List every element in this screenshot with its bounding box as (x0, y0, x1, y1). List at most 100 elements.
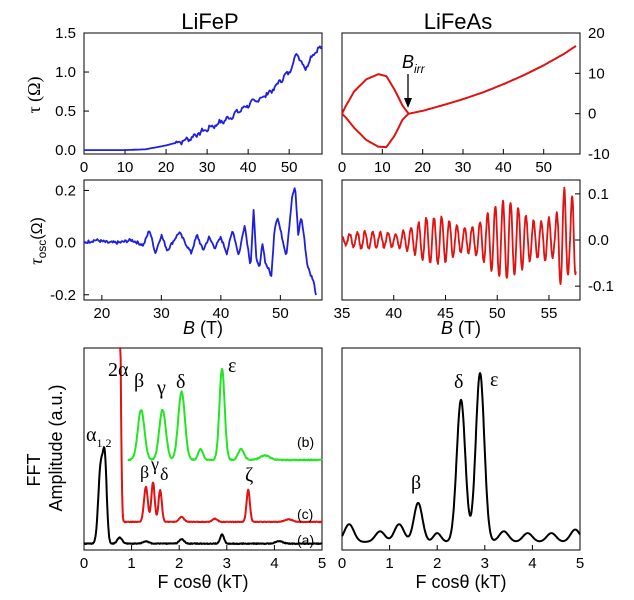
br-x-tick-label: 3 (481, 555, 489, 572)
peak-label-b-delta: δ (176, 371, 185, 393)
fft-lifep-series-1 (119, 347, 323, 524)
xlabel-b-left-unit: (T) (200, 318, 223, 338)
lifep-torque-line (84, 45, 323, 151)
ylabel-tau-sub: osc (35, 240, 49, 259)
panel-top-left-frame (83, 32, 323, 155)
series-label-c: (c) (297, 506, 313, 522)
xlabel-bottom-right: F cosθ (kT) (415, 572, 506, 592)
tick-marks: 0 10 20 30 40 500.00.51.01.50 10 20 30 40 50-10010… (50, 25, 614, 572)
tl-y-tick-label: 1.5 (55, 25, 76, 42)
xlabel-b-right: B (441, 318, 453, 338)
xlabel-middle-left: B (T) (183, 318, 223, 338)
annotation-birr: Birr (402, 52, 426, 76)
tl-x-tick-label: 0 (80, 159, 88, 176)
mr-y-tick-label: 0.1 (588, 186, 609, 203)
tl-y-tick-label: 1.0 (55, 64, 76, 81)
fft-lifeas-line (341, 372, 581, 543)
mr-y-tick-label: -0.1 (588, 278, 614, 295)
mr-y-tick-label: 0.0 (588, 232, 609, 249)
mr-x-tick-label: 40 (385, 305, 402, 322)
tr-y-tick-label: 20 (588, 25, 605, 42)
xlabel-middle-right: B (T) (441, 318, 481, 338)
tr-x-tick-label: 30 (455, 159, 472, 176)
tr-x-tick-label: 0 (338, 159, 346, 176)
peak-label-alpha12: α1,2 (86, 424, 111, 450)
bl-x-tick-label: 5 (318, 555, 326, 572)
lifeas-torque-line-1 (341, 112, 410, 149)
series-label-b: (b) (297, 434, 314, 450)
panel-bottom-left-frame (83, 347, 323, 551)
peak-label-c-zeta: ζ (245, 464, 253, 486)
br-x-tick-label: 0 (338, 555, 346, 572)
xlabel-b-right-unit: (T) (458, 318, 481, 338)
ylabel-tau: τ (26, 258, 46, 265)
annotation-birr-arrowhead (404, 98, 412, 108)
bl-x-tick-label: 2 (175, 555, 183, 572)
peak-label-b-gamma: γ (156, 377, 166, 399)
peak-label-b-eps: ε (228, 355, 236, 377)
tr-x-tick-label: 20 (414, 159, 431, 176)
br-x-tick-label: 4 (528, 555, 536, 572)
annotation-birr-sub: irr (414, 62, 426, 76)
tl-x-tick-label: 30 (199, 159, 216, 176)
br-x-tick-label: 1 (385, 555, 393, 572)
tr-x-tick-label: 40 (495, 159, 512, 176)
bl-x-tick-label: 0 (80, 555, 88, 572)
peak-label-alpha: α (86, 424, 97, 446)
peak-label-c-gamma: γ (150, 454, 159, 474)
br-x-tick-label: 2 (433, 555, 441, 572)
series-label-a: (a) (297, 532, 314, 548)
ml-y-tick-label: -0.2 (50, 287, 76, 304)
tl-x-tick-label: 20 (158, 159, 175, 176)
tl-y-tick-label: 0.0 (55, 142, 76, 159)
peak-label-alpha-sub: 1,2 (96, 436, 111, 450)
peak-label-r-beta: β (411, 472, 421, 494)
peak-label-c-delta: δ (160, 464, 168, 484)
annotation-birr-main: B (402, 52, 414, 72)
lifep-osc-line (83, 187, 317, 296)
mr-x-tick-label: 45 (437, 305, 454, 322)
mr-x-tick-label: 50 (489, 305, 506, 322)
peak-label-c-beta: β (140, 462, 149, 482)
ml-x-tick-label: 20 (94, 305, 111, 322)
bl-x-tick-label: 3 (223, 555, 231, 572)
peak-label-b-beta: β (134, 370, 144, 392)
tr-x-tick-label: 10 (374, 159, 391, 176)
tl-x-tick-label: 10 (117, 159, 134, 176)
br-x-tick-label: 5 (576, 555, 584, 572)
ml-x-tick-label: 50 (272, 305, 289, 322)
ylabel-top-left: τ (Ω) (24, 76, 45, 113)
ml-y-tick-label: 0.0 (55, 235, 76, 252)
tr-y-tick-label: 10 (588, 65, 605, 82)
xlabel-bottom-left: F cosθ (kT) (157, 572, 248, 592)
lifeas-torque-line-0 (341, 73, 410, 115)
xlabel-b-left: B (183, 318, 195, 338)
ylabel-fft: FFT (24, 454, 44, 487)
mr-x-tick-label: 35 (334, 305, 351, 322)
ylabel-middle-left: τosc(Ω) (26, 217, 49, 265)
ml-y-tick-label: 0.2 (55, 182, 76, 199)
fft-lifep-series-2 (127, 368, 323, 462)
title-lifeas: LiFeAs (424, 9, 492, 34)
title-lifep: LiFeP (181, 9, 238, 34)
tr-y-tick-label: 0 (588, 106, 596, 123)
ml-x-tick-label: 40 (213, 305, 230, 322)
tl-x-tick-label: 50 (281, 159, 298, 176)
mr-x-tick-label: 55 (541, 305, 558, 322)
panel-bottom-right-frame (341, 347, 581, 551)
tr-x-tick-label: 50 (535, 159, 552, 176)
lifeas-osc-line (341, 186, 577, 285)
lifeas-torque-line-2 (408, 45, 577, 115)
ylabel-tau-unit: (Ω) (29, 217, 46, 240)
peak-label-r-delta: δ (454, 371, 463, 393)
ylabel-fft-amplitude: Amplitude (a.u.) (46, 384, 66, 511)
bl-x-tick-label: 4 (270, 555, 278, 572)
data-curves (83, 45, 581, 545)
peak-label-r-eps: ε (490, 369, 498, 391)
ml-x-tick-label: 30 (153, 305, 170, 322)
tl-x-tick-label: 40 (240, 159, 257, 176)
tl-y-tick-label: 0.5 (55, 103, 76, 120)
panel-top-right-frame (341, 32, 581, 155)
fft-lifep-series-0 (83, 446, 323, 545)
